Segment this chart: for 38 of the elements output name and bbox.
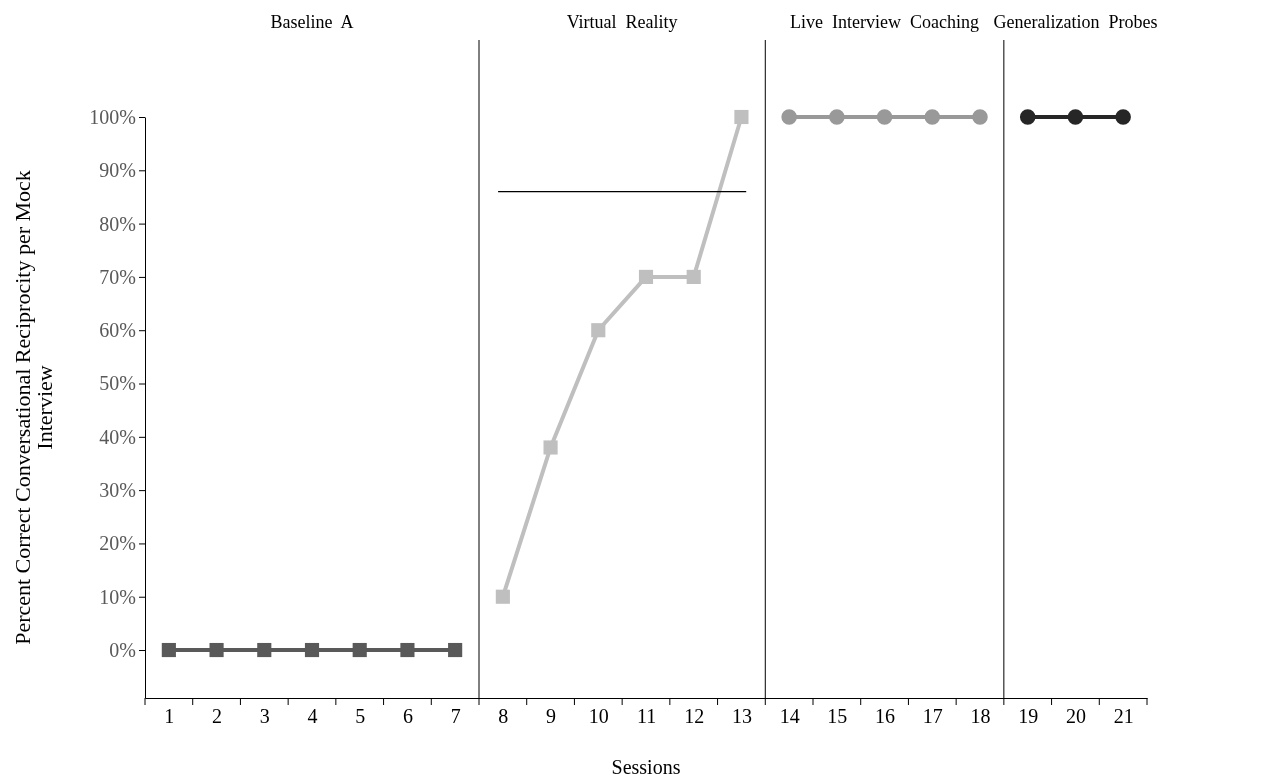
x-tick-label: 20 bbox=[1065, 705, 1086, 727]
text: Virtual Reality bbox=[566, 12, 678, 32]
text: Generalization Probes bbox=[993, 12, 1158, 32]
y-tick-label: 0% bbox=[109, 638, 136, 661]
x-tick-label: 21 bbox=[1113, 705, 1134, 727]
y-tick-label: 80% bbox=[99, 212, 136, 235]
x-tick-label: 11 bbox=[636, 705, 657, 727]
x-tick-label: 7 bbox=[450, 705, 461, 727]
x-tick-label: 5 bbox=[355, 705, 366, 727]
x-tick-label: 4 bbox=[307, 705, 318, 727]
y-tick-label: 70% bbox=[99, 265, 136, 288]
x-tick-label: 16 bbox=[875, 705, 896, 727]
x-tick-label: 1 bbox=[164, 705, 175, 727]
x-tick-label: 14 bbox=[779, 705, 800, 727]
y-tick-label: 90% bbox=[99, 159, 136, 182]
y-tick-label: 50% bbox=[99, 372, 136, 395]
x-tick-label: 8 bbox=[498, 705, 509, 727]
x-tick-label: 3 bbox=[259, 705, 270, 727]
x-tick-label: 6 bbox=[402, 705, 413, 727]
y-axis-title: Percent Correct Conversational Reciprocity per Mock Interview bbox=[10, 170, 57, 645]
x-tick-label: 18 bbox=[970, 705, 991, 727]
x-tick-label: 9 bbox=[546, 705, 557, 727]
x-tick-label: 15 bbox=[827, 705, 848, 727]
x-tick-label: 19 bbox=[1018, 705, 1039, 727]
y-tick-label: 20% bbox=[99, 532, 136, 555]
x-tick-label: 10 bbox=[588, 705, 609, 727]
x-tick-label: 13 bbox=[731, 705, 752, 727]
x-tick-label: 17 bbox=[922, 705, 943, 727]
y-tick-label: 100% bbox=[89, 105, 136, 128]
y-tick-label: 30% bbox=[99, 479, 136, 502]
y-tick-label: 40% bbox=[99, 425, 136, 448]
x-tick-label: 12 bbox=[684, 705, 705, 727]
x-tick-label: 2 bbox=[212, 705, 223, 727]
text: Baseline A bbox=[270, 12, 354, 32]
y-tick-label: 10% bbox=[99, 585, 136, 608]
text: Live Interview Coaching bbox=[790, 12, 980, 32]
x-axis-title: Sessions bbox=[611, 756, 681, 778]
y-tick-label: 60% bbox=[99, 319, 136, 342]
